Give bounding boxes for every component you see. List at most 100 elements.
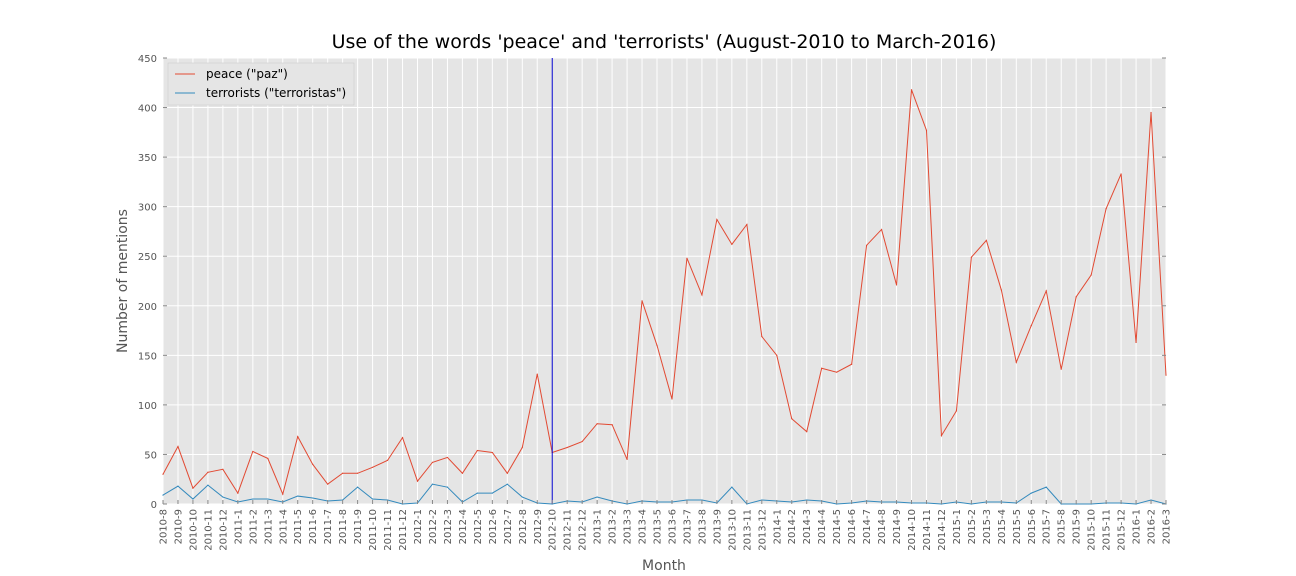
- x-tick-label: 2016-3: [1162, 509, 1173, 544]
- x-tick-label: 2011-1: [233, 509, 244, 544]
- data-point: [910, 89, 913, 91]
- data-point: [596, 423, 598, 425]
- data-point: [371, 498, 374, 500]
- data-point: [641, 300, 643, 302]
- data-point: [162, 473, 164, 475]
- x-tick-label: 2013-10: [727, 509, 738, 551]
- data-point: [1165, 374, 1167, 376]
- x-tick-label: 2012-6: [488, 509, 499, 544]
- x-tick-label: 2014-4: [817, 509, 828, 544]
- data-point: [401, 437, 404, 439]
- data-point: [925, 129, 928, 131]
- plot-background: [163, 58, 1166, 504]
- data-point: [491, 451, 493, 454]
- data-point: [1000, 289, 1002, 291]
- data-point: [192, 487, 194, 489]
- x-tick-label: 2015-11: [1102, 509, 1113, 551]
- x-tick-label: 2015-1: [952, 509, 963, 544]
- data-point: [476, 449, 478, 452]
- x-tick-label: 2014-12: [937, 509, 948, 551]
- data-point: [312, 463, 314, 465]
- data-point: [716, 218, 718, 221]
- x-tick-label: 2015-3: [982, 509, 993, 544]
- data-point: [431, 483, 434, 485]
- data-point: [327, 483, 329, 485]
- data-point: [880, 228, 883, 231]
- x-tick-label: 2010-11: [203, 509, 214, 551]
- y-tick-label: 150: [138, 351, 157, 362]
- data-point: [1135, 341, 1137, 344]
- data-point: [671, 398, 673, 400]
- data-point: [431, 461, 434, 463]
- data-point: [940, 435, 943, 437]
- x-tick-label: 2011-9: [353, 509, 364, 544]
- x-tick-label: 2015-5: [1012, 509, 1023, 544]
- legend-label-terrorists: terrorists ("terroristas"): [206, 86, 346, 100]
- y-tick-label: 400: [138, 104, 157, 115]
- data-point: [222, 496, 224, 498]
- data-point: [177, 485, 179, 487]
- data-point: [821, 367, 823, 369]
- data-point: [895, 284, 898, 286]
- data-point: [357, 472, 359, 474]
- data-point: [761, 335, 763, 338]
- chart-title: Use of the words 'peace' and 'terrorists…: [332, 31, 997, 53]
- data-point: [836, 371, 838, 373]
- x-tick-label: 2014-3: [802, 509, 813, 544]
- x-tick-label: 2015-12: [1117, 509, 1128, 551]
- x-tick-label: 2011-8: [338, 509, 349, 544]
- data-point: [866, 244, 868, 246]
- series-line-0: [162, 89, 1167, 496]
- data-point: [357, 486, 359, 488]
- data-point: [970, 256, 972, 258]
- x-tick-label: 2015-9: [1072, 509, 1083, 544]
- data-point: [985, 239, 987, 241]
- x-tick-label: 2014-2: [787, 509, 798, 544]
- data-point: [1090, 274, 1092, 276]
- data-point: [416, 480, 419, 482]
- data-point: [626, 458, 628, 460]
- y-tick-label: 0: [151, 500, 157, 511]
- x-tick-label: 2013-3: [623, 509, 634, 544]
- data-point: [386, 459, 389, 461]
- x-tick-label: 2012-7: [503, 509, 514, 544]
- y-tick-label: 100: [138, 401, 157, 412]
- data-point: [177, 445, 179, 448]
- data-point: [1060, 368, 1062, 370]
- x-tick-label: 2013-1: [593, 509, 604, 544]
- data-point: [207, 484, 209, 486]
- data-point: [806, 431, 808, 433]
- y-tick-label: 50: [144, 450, 157, 461]
- x-tick-label: 2015-6: [1027, 509, 1038, 544]
- data-point: [446, 486, 449, 488]
- x-tick-label: 2012-2: [428, 509, 439, 544]
- x-tick-label: 2014-7: [862, 509, 873, 544]
- x-tick-label: 2010-8: [159, 509, 170, 544]
- x-tick-label: 2013-9: [712, 509, 723, 544]
- data-point: [611, 424, 613, 426]
- data-point: [506, 472, 508, 474]
- x-tick-label: 2011-5: [293, 509, 304, 544]
- x-tick-label: 2011-6: [308, 509, 319, 544]
- y-tick-label: 350: [138, 153, 157, 164]
- x-tick-label: 2010-10: [188, 509, 199, 551]
- x-tick-label: 2013-12: [757, 509, 768, 551]
- legend: peace ("paz") terrorists ("terroristas"): [167, 62, 355, 106]
- data-point: [851, 363, 853, 365]
- data-point: [1105, 208, 1107, 210]
- x-tick-label: 2012-11: [563, 509, 574, 551]
- data-point: [267, 457, 269, 460]
- x-tick-label: 2012-4: [458, 509, 469, 544]
- data-point: [446, 456, 449, 459]
- data-point: [237, 492, 239, 494]
- data-point: [371, 466, 374, 468]
- x-tick-label: 2012-12: [578, 509, 589, 551]
- x-tick-label: 2010-9: [173, 509, 184, 544]
- data-point: [461, 472, 463, 474]
- x-tick-label: 2012-8: [518, 509, 529, 544]
- x-tick-label: 2015-2: [967, 509, 978, 544]
- data-point: [656, 344, 658, 347]
- grid-lines: [162, 57, 1167, 505]
- x-tick-label: 2011-7: [323, 509, 334, 544]
- data-point: [521, 446, 523, 449]
